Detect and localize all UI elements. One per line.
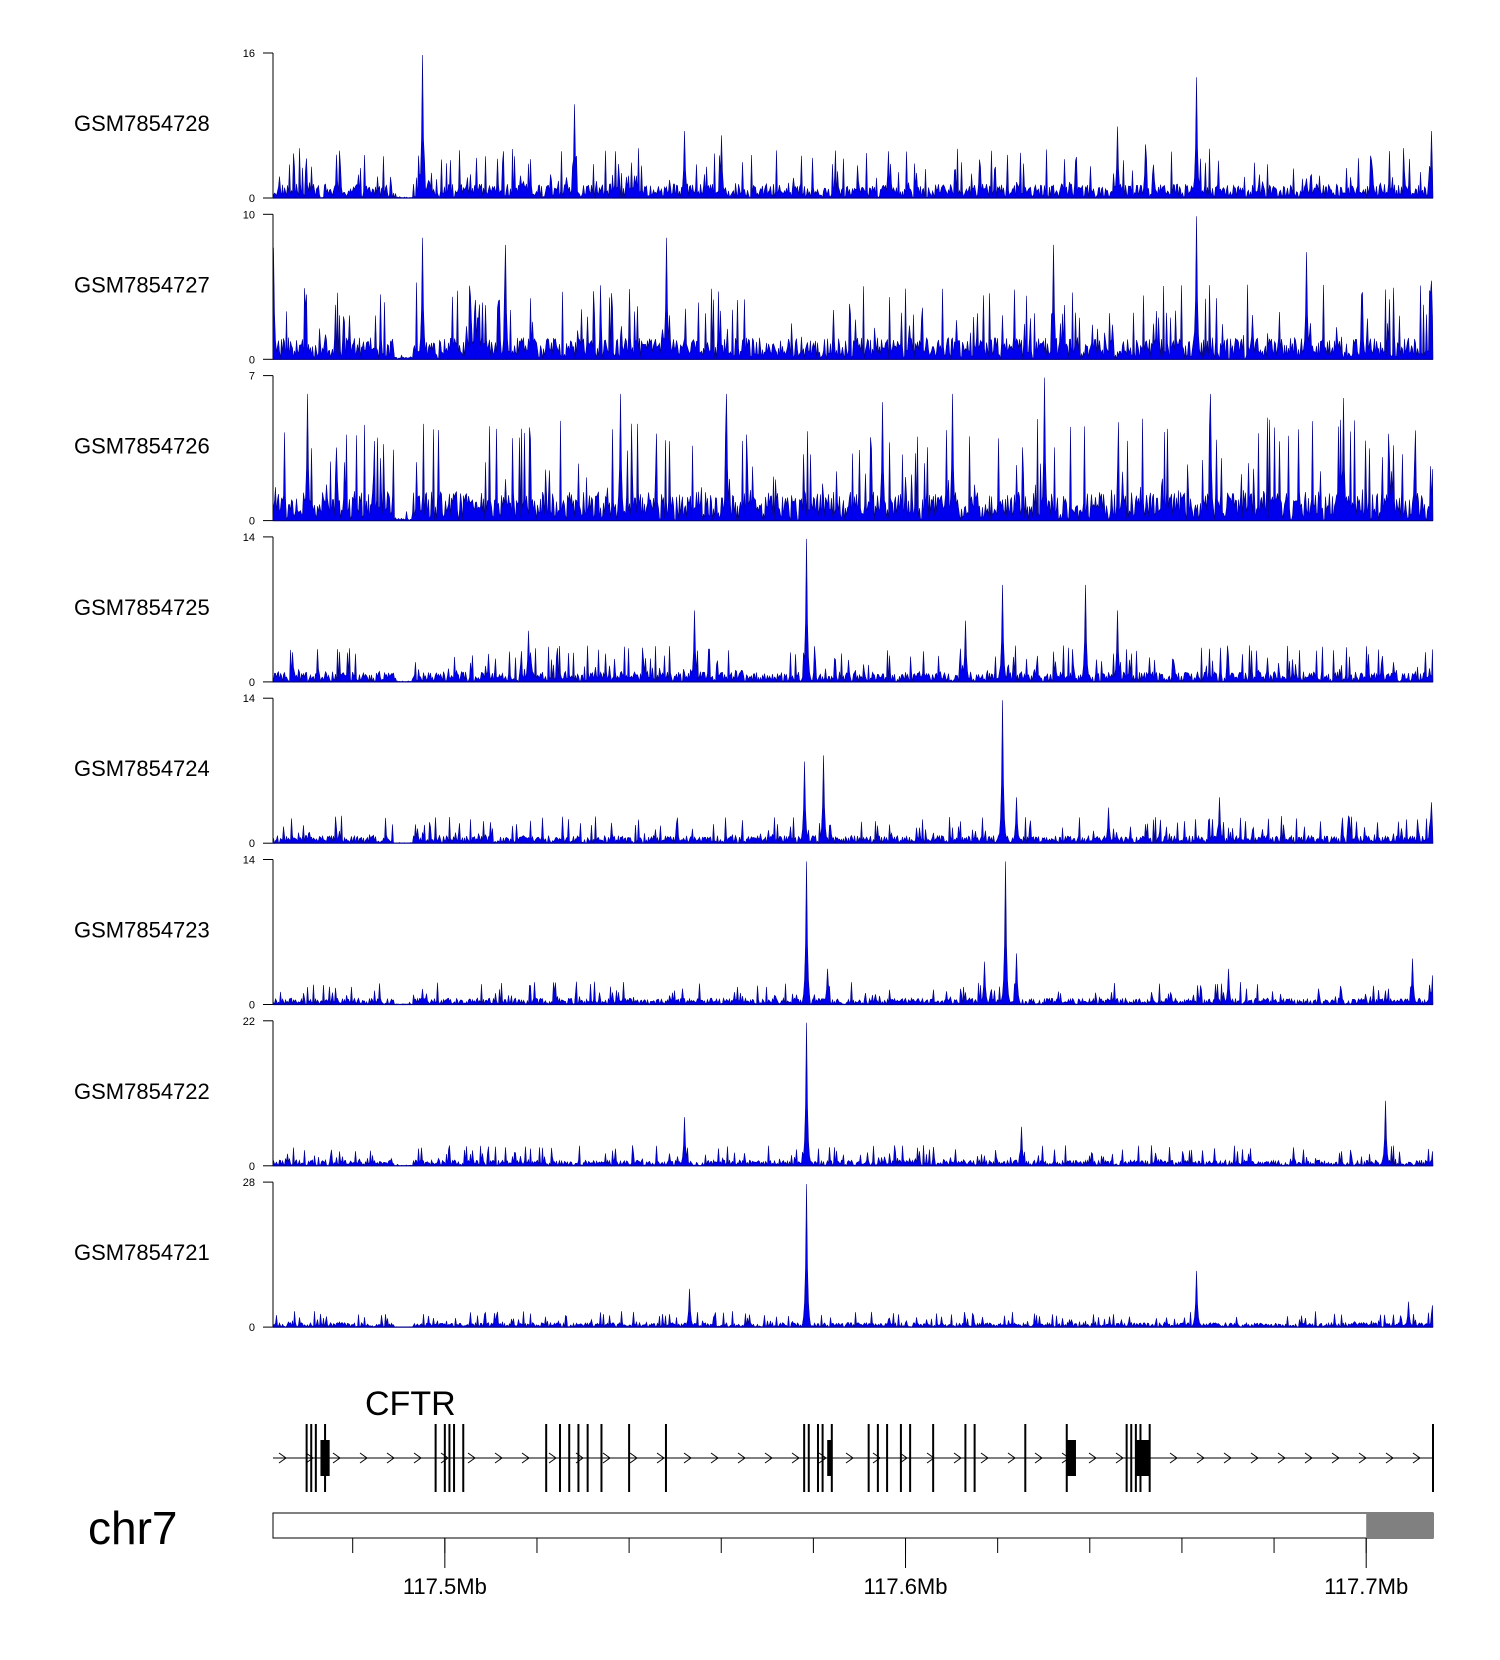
- strand-arrow: [791, 1452, 800, 1464]
- strand-arrow: [521, 1452, 530, 1464]
- strand-arrow: [629, 1452, 638, 1464]
- track-name-label: GSM7854721: [74, 1240, 210, 1265]
- y-max-label: 22: [243, 1016, 255, 1028]
- y-max-label: 7: [249, 371, 255, 383]
- y-max-label: 16: [243, 48, 255, 60]
- y-min-label: 0: [249, 516, 255, 528]
- track-name-label: GSM7854727: [74, 272, 210, 297]
- y-max-label: 14: [243, 855, 255, 867]
- coverage-signal: [272, 861, 1434, 1006]
- strand-arrow: [602, 1452, 611, 1464]
- y-min-label: 0: [249, 354, 255, 366]
- strand-arrow: [1034, 1452, 1043, 1464]
- coverage-signal: [272, 216, 1434, 360]
- strand-arrow: [1412, 1452, 1421, 1464]
- coverage-signal: [272, 1022, 1434, 1167]
- chromosome-label: chr7: [88, 1502, 177, 1554]
- strand-arrow: [1331, 1452, 1340, 1464]
- y-max-label: 10: [243, 209, 255, 221]
- strand-arrow: [980, 1452, 989, 1464]
- strand-arrow: [386, 1452, 395, 1464]
- strand-arrow: [1385, 1452, 1394, 1464]
- strand-arrow: [305, 1452, 314, 1464]
- strand-arrow: [683, 1452, 692, 1464]
- strand-arrow: [359, 1452, 368, 1464]
- strand-arrow: [494, 1452, 503, 1464]
- strand-arrow: [818, 1452, 827, 1464]
- track-GSM7854724: GSM7854724 14 0: [74, 693, 1434, 850]
- coverage-tracks: GSM7854728160GSM7854727100GSM785472670GS…: [74, 48, 1434, 1334]
- track-GSM7854722: GSM7854722 22 0: [74, 1016, 1434, 1173]
- strand-arrow: [656, 1452, 665, 1464]
- coord-tick-label: 117.7Mb: [1324, 1574, 1408, 1599]
- strand-arrow: [440, 1452, 449, 1464]
- coord-tick-label: 117.5Mb: [403, 1574, 487, 1599]
- strand-arrow: [1196, 1452, 1205, 1464]
- coord-tick-label: 117.6Mb: [864, 1574, 948, 1599]
- strand-arrow: [1250, 1452, 1259, 1464]
- strand-arrow: [548, 1452, 557, 1464]
- gene-name-label: CFTR: [365, 1385, 456, 1423]
- strand-arrow: [1169, 1452, 1178, 1464]
- y-min-label: 0: [249, 838, 255, 850]
- track-GSM7854725: GSM7854725 14 0: [74, 532, 1434, 689]
- track-GSM7854723: GSM7854723 14 0: [74, 855, 1434, 1012]
- track-GSM7854727: GSM7854727 10 0: [74, 209, 1434, 366]
- exon-block: [1135, 1440, 1150, 1476]
- ideogram-shaded-segment: [1366, 1513, 1433, 1538]
- track-name-label: GSM7854728: [74, 111, 210, 136]
- strand-arrow: [332, 1452, 341, 1464]
- strand-arrow: [764, 1452, 773, 1464]
- y-max-label: 14: [243, 693, 255, 705]
- strand-arrow: [1358, 1452, 1367, 1464]
- strand-arrow: [899, 1452, 908, 1464]
- coverage-signal: [272, 377, 1434, 522]
- exon-block: [827, 1440, 832, 1476]
- ideogram-band: [272, 1512, 1434, 1539]
- y-min-label: 0: [249, 1161, 255, 1173]
- strand-arrow: [1115, 1452, 1124, 1464]
- strand-arrow: [467, 1452, 476, 1464]
- chromosome-ideogram: chr7 117.5Mb 117.6Mb 117.7Mb: [88, 1502, 1434, 1599]
- track-GSM7854726: GSM7854726 7 0: [74, 371, 1434, 528]
- exon-block: [320, 1440, 330, 1476]
- y-max-label: 28: [243, 1177, 255, 1189]
- strand-arrow: [1088, 1452, 1097, 1464]
- exon-block: [1066, 1440, 1076, 1476]
- coverage-signal: [272, 1184, 1434, 1329]
- y-max-label: 14: [243, 532, 255, 544]
- strand-arrow: [1223, 1452, 1232, 1464]
- track-name-label: GSM7854723: [74, 918, 210, 943]
- y-min-label: 0: [249, 193, 255, 205]
- track-GSM7854721: GSM7854721 28 0: [74, 1177, 1434, 1334]
- strand-arrow: [953, 1452, 962, 1464]
- coverage-signal: [272, 538, 1434, 683]
- strand-arrow: [278, 1452, 287, 1464]
- coverage-signal: [272, 54, 1434, 200]
- track-GSM7854728: GSM7854728 16 0: [74, 48, 1434, 205]
- y-min-label: 0: [249, 1322, 255, 1334]
- track-name-label: GSM7854724: [74, 756, 210, 781]
- strand-arrow: [710, 1452, 719, 1464]
- strand-arrow: [1277, 1452, 1286, 1464]
- gene-track: CFTR: [273, 1385, 1434, 1492]
- coverage-signal: [272, 700, 1434, 845]
- strand-arrow: [1304, 1452, 1313, 1464]
- track-name-label: GSM7854726: [74, 434, 210, 459]
- y-min-label: 0: [249, 677, 255, 689]
- track-name-label: GSM7854722: [74, 1079, 210, 1104]
- strand-arrow: [872, 1452, 881, 1464]
- strand-arrow: [845, 1452, 854, 1464]
- strand-arrow: [737, 1452, 746, 1464]
- strand-arrow: [1007, 1452, 1016, 1464]
- y-min-label: 0: [249, 1000, 255, 1012]
- track-name-label: GSM7854725: [74, 595, 210, 620]
- strand-arrow: [413, 1452, 422, 1464]
